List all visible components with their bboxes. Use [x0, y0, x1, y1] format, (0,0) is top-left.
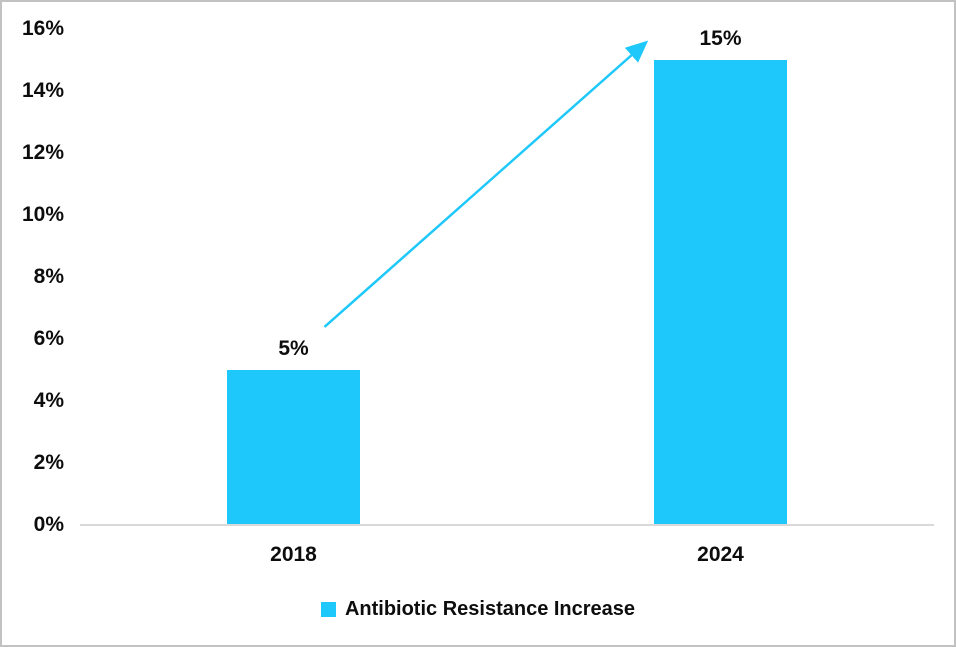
bar-2024: [654, 60, 787, 524]
bar-data-label: 15%: [699, 27, 742, 50]
legend-swatch: [320, 601, 336, 617]
y-tick-label: 16%: [21, 17, 64, 40]
x-category-label: 2018: [270, 543, 317, 566]
y-tick-label: 12%: [21, 141, 64, 164]
legend: Antibiotic Resistance Increase: [2, 597, 954, 621]
y-tick-label: 2%: [33, 451, 64, 474]
y-tick-label: 6%: [33, 327, 64, 350]
y-tick-label: 8%: [33, 265, 64, 288]
legend-label: Antibiotic Resistance Increase: [344, 598, 636, 620]
y-tick-label: 0%: [33, 513, 64, 536]
y-tick-label: 10%: [21, 203, 64, 226]
bar-data-label: 5%: [278, 337, 309, 360]
x-category-label: 2024: [697, 543, 744, 566]
y-tick-label: 14%: [21, 79, 64, 102]
y-tick-label: 4%: [33, 389, 64, 412]
x-axis-line: [80, 524, 934, 526]
bar-2018: [227, 370, 360, 524]
